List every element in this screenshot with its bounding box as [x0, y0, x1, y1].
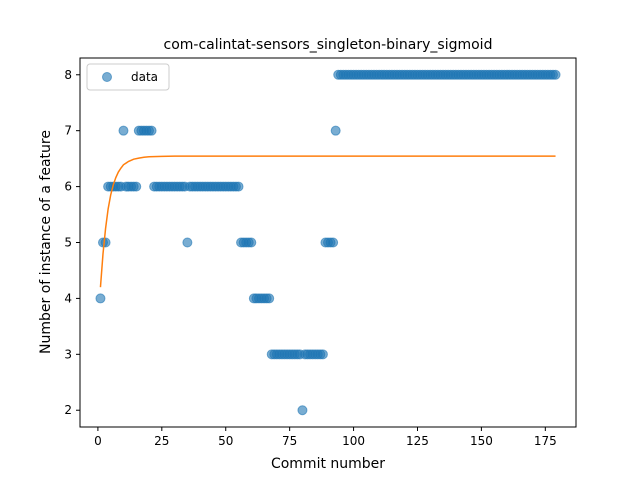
x-tick-label: 125	[406, 434, 429, 448]
chart-title: com-calintat-sensors_singleton-binary_si…	[164, 37, 493, 53]
x-tick-label: 25	[154, 434, 169, 448]
y-tick-label: 3	[64, 347, 72, 361]
x-tick-label: 175	[534, 434, 557, 448]
data-point	[297, 405, 308, 416]
data-point	[330, 125, 341, 136]
y-axis: 2 3 4 5 6 7 8	[64, 68, 80, 417]
y-tick-label: 6	[64, 180, 72, 194]
y-tick-label: 2	[64, 403, 72, 417]
y-tick-label: 7	[64, 124, 72, 138]
fit-line	[99, 155, 556, 288]
y-tick-label: 4	[64, 291, 72, 305]
y-axis-label: Number of instance of a feature	[38, 130, 54, 354]
data-point	[328, 237, 339, 248]
data-point	[550, 69, 561, 80]
data-point	[264, 293, 275, 304]
x-tick-label: 50	[218, 434, 233, 448]
x-axis-label: Commit number	[271, 456, 385, 472]
legend-marker-data	[102, 72, 112, 82]
plot-area	[95, 69, 561, 416]
y-tick-label: 5	[64, 236, 72, 250]
x-tick-label: 150	[470, 434, 493, 448]
y-tick-label: 8	[64, 68, 72, 82]
legend: data	[86, 63, 170, 91]
data-point	[146, 125, 157, 136]
data-point	[95, 293, 106, 304]
x-axis: 0 25 50 75 100 125 150 175	[94, 427, 557, 448]
x-tick-label: 100	[342, 434, 365, 448]
legend-label-data: data	[131, 70, 158, 84]
legend-box	[86, 63, 170, 91]
data-point	[100, 237, 111, 248]
data-point	[182, 237, 193, 248]
data-point	[246, 237, 257, 248]
x-tick-label: 0	[94, 434, 102, 448]
x-tick-label: 75	[282, 434, 297, 448]
data-point	[131, 181, 142, 192]
data-point	[233, 181, 244, 192]
data-point	[317, 349, 328, 360]
data-point	[118, 125, 129, 136]
